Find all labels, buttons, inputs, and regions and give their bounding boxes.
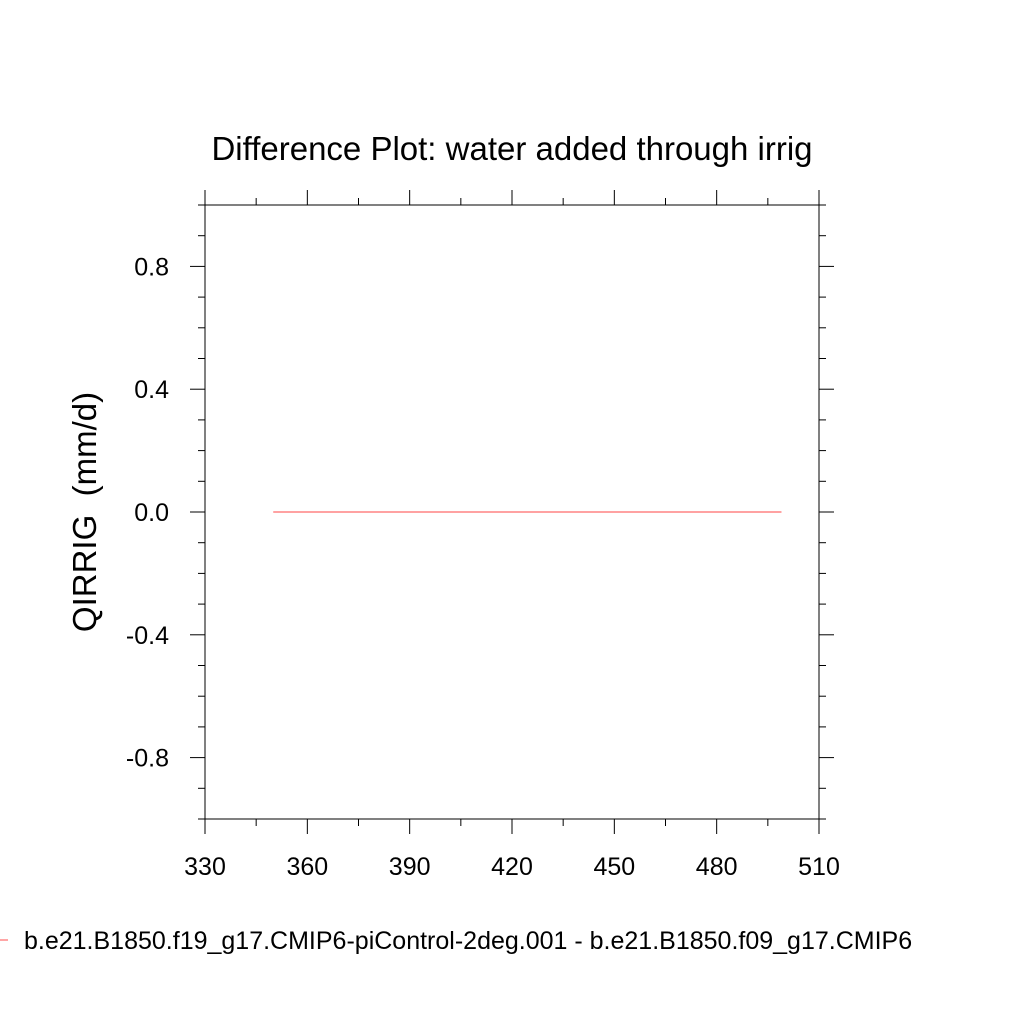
y-tick-label: -0.8: [126, 745, 169, 773]
y-axis-label: QIRRIG (mm/d): [66, 392, 103, 632]
x-tick-label: 420: [491, 853, 533, 881]
y-axis: 0.8 0.4 0.0 -0.4 -0.8: [126, 204, 834, 820]
x-tick-label: 510: [798, 853, 840, 881]
y-tick-label: -0.4: [126, 622, 169, 650]
y-tick-label: 0.8: [134, 253, 169, 281]
y-tick-label: 0.0: [134, 499, 169, 527]
legend-label: b.e21.B1850.f19_g17.CMIP6-piControl-2deg…: [24, 927, 912, 955]
x-tick-label: 360: [286, 853, 328, 881]
x-tick-label: 390: [389, 853, 431, 881]
x-tick-label: 450: [593, 853, 635, 881]
x-tick-label: 480: [696, 853, 738, 881]
chart-title: Difference Plot: water added through irr…: [211, 130, 812, 167]
y-tick-label: 0.4: [134, 376, 169, 404]
x-tick-label: 330: [184, 853, 226, 881]
x-axis: 330 360 390 420 450 480 510: [184, 190, 840, 881]
